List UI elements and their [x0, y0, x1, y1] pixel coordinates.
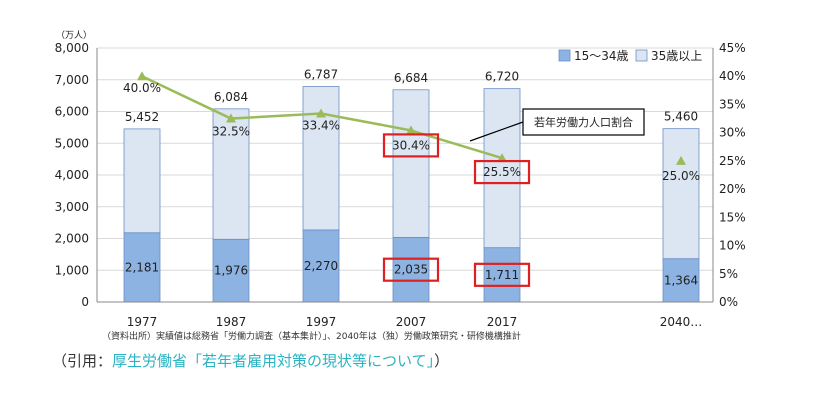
x-tick-label: 2017 — [487, 315, 518, 329]
y-tick-label: 2,000 — [55, 232, 89, 246]
bar-young — [302, 229, 340, 303]
highlight-box — [382, 133, 440, 158]
ratio-value-label: 30.4% — [392, 138, 430, 152]
citation-link[interactable]: 厚生労働省「若年者雇用対策の現状等について」 — [112, 352, 435, 370]
y-tick-label: 3,000 — [55, 200, 89, 214]
x-tick-label: 1987 — [216, 315, 247, 329]
total-value-label: 5,460 — [664, 110, 698, 124]
bar-older — [302, 86, 340, 231]
legend-label-older: 35歳以上 — [651, 49, 702, 63]
ratio-point — [316, 108, 326, 118]
annotation-leader-line — [469, 121, 524, 142]
y-axis-unit: （万人） — [56, 30, 92, 41]
y-tick-label: 5,000 — [55, 136, 89, 150]
y-tick-label: 4,000 — [55, 168, 89, 182]
highlight-boxes — [382, 133, 531, 287]
total-value-label: 6,084 — [214, 90, 248, 104]
ratio-point — [226, 113, 236, 123]
y2-tick-label: 15% — [719, 210, 746, 224]
y2-tick-label: 5% — [719, 267, 738, 281]
y2-tick-label: 0% — [719, 295, 738, 309]
bar-older — [392, 89, 430, 238]
legend: 15～34歳 35歳以上 — [558, 49, 702, 63]
y2-tick-label: 45% — [719, 41, 746, 55]
young-value-label: 1,711 — [485, 268, 519, 282]
ratio-value-label: 33.4% — [302, 118, 340, 132]
citation-suffix: ） — [434, 352, 450, 370]
y2-tick-label: 30% — [719, 126, 746, 140]
bar-older — [483, 88, 521, 249]
citation-prefix: （引用： — [52, 352, 113, 370]
source-note: （資料出所）実績値は総務省「労働力調査（基本集計）」、2040年は（独）労働政策… — [102, 332, 521, 342]
legend-label-young: 15～34歳 — [574, 49, 629, 63]
y2-tick-label: 40% — [719, 69, 746, 83]
y-tick-label: 1,000 — [55, 263, 89, 277]
total-value-label: 6,787 — [304, 68, 338, 82]
bar-young — [123, 232, 161, 303]
bar-older — [123, 128, 161, 234]
y2-tick-label: 35% — [719, 97, 746, 111]
bars — [123, 86, 700, 303]
data-labels: 2,181 5,452 1,976 6,084 2,270 6,787 2,035 6,684… — [123, 68, 700, 288]
total-value-label: 5,452 — [125, 110, 159, 124]
ratio-value-label: 40.0% — [123, 81, 161, 95]
ratio-point — [497, 153, 507, 163]
legend-swatch-young — [558, 49, 571, 62]
ratio-line — [137, 71, 686, 165]
bar-older — [212, 108, 250, 240]
ratio-point — [676, 155, 686, 165]
bar-young — [662, 258, 700, 303]
young-value-label: 2,181 — [125, 260, 159, 274]
x-tick-label: 2007 — [396, 315, 427, 329]
annotation-label: 若年労働力人口割合 — [534, 115, 633, 129]
y2-tick-label: 10% — [719, 239, 746, 253]
y-tick-label: 7,000 — [55, 73, 89, 87]
y2-tick-label: 25% — [719, 154, 746, 168]
y-tick-label: 0 — [81, 295, 89, 309]
x-tick-label: 2040… — [660, 315, 703, 329]
axes: 0 1,000 2,000 3,000 4,000 5,000 6,000 7,000 8,00… — [55, 41, 746, 329]
ratio-point — [406, 125, 416, 135]
y2-tick-label: 20% — [719, 182, 746, 196]
citation: （引用：厚生労働省「若年者雇用対策の現状等について」） — [52, 350, 449, 371]
young-value-label: 2,035 — [394, 263, 428, 277]
bar-young — [212, 238, 250, 303]
legend-swatch-older — [635, 49, 648, 62]
annotation-box — [522, 108, 645, 136]
y-tick-label: 8,000 — [55, 41, 89, 55]
highlight-box — [473, 159, 531, 185]
total-value-label: 6,720 — [485, 70, 519, 84]
highlight-box — [382, 257, 440, 282]
ratio-value-label: 25.0% — [662, 169, 700, 183]
ratio-point — [137, 71, 147, 81]
y-tick-label: 6,000 — [55, 105, 89, 119]
total-value-label: 6,684 — [394, 71, 428, 85]
x-tick-label: 1997 — [306, 315, 337, 329]
young-value-label: 1,976 — [214, 264, 248, 278]
young-value-label: 2,270 — [304, 259, 338, 273]
ratio-value-label: 25.5% — [483, 165, 521, 179]
highlight-box — [473, 262, 531, 287]
ratio-value-label: 32.5% — [212, 125, 250, 139]
bar-older — [662, 128, 700, 260]
x-tick-label: 1977 — [127, 315, 158, 329]
young-value-label: 1,364 — [664, 273, 698, 287]
line-annotation: 若年労働力人口割合 — [469, 108, 645, 142]
